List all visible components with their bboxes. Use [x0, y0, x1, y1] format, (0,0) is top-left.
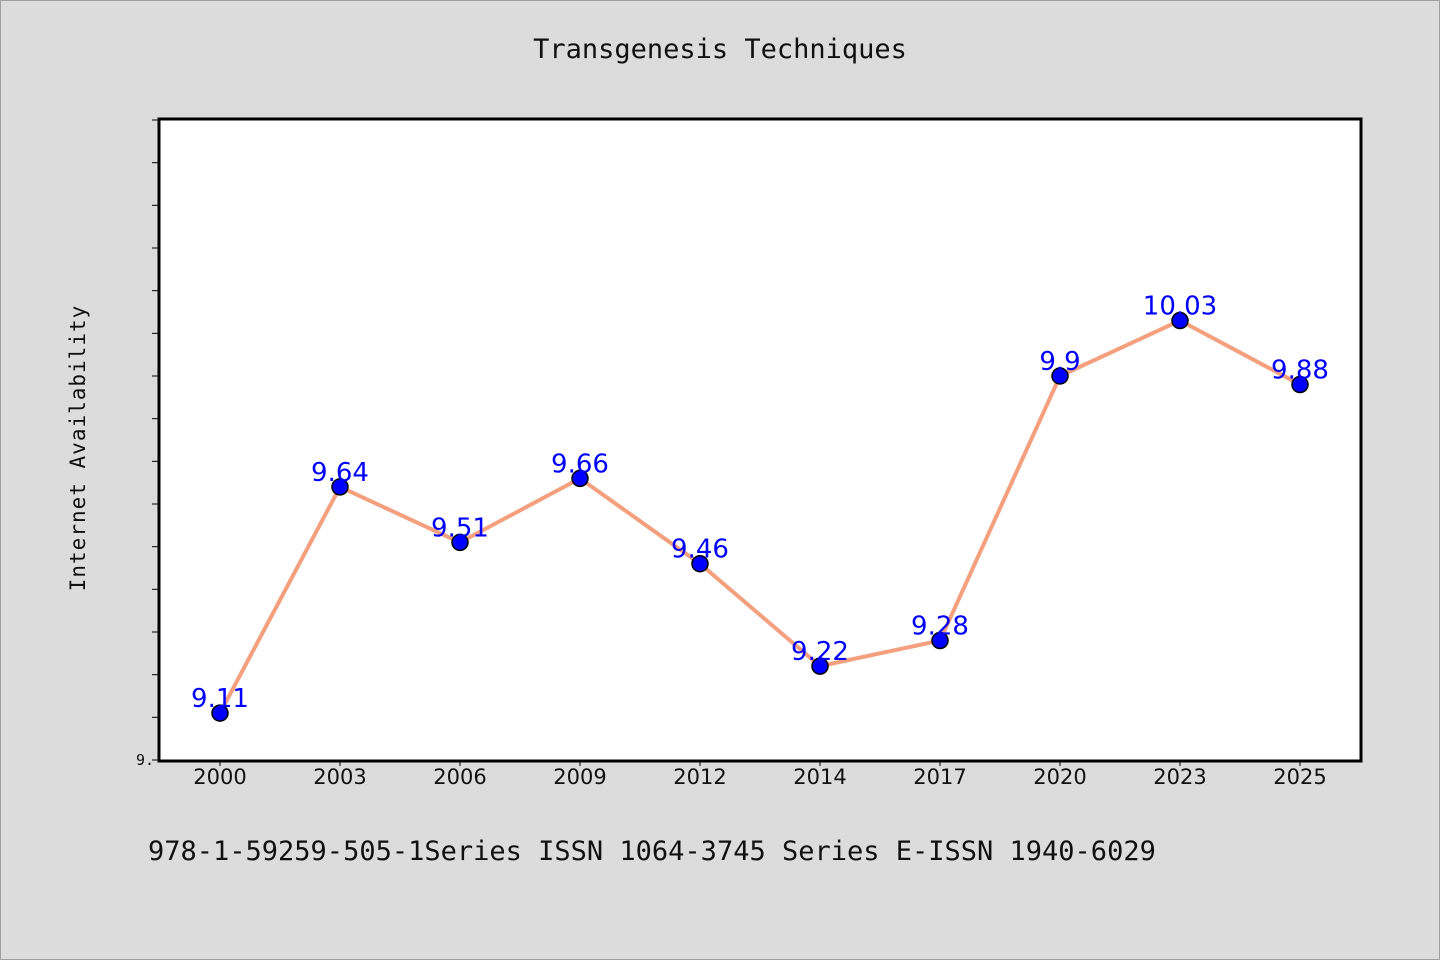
footer-text: 978-1-59259-505-1Series ISSN 1064-3745 S…	[148, 836, 1156, 867]
x-tick-label: 2009	[553, 765, 606, 789]
data-point	[691, 554, 709, 573]
data-label: 9.22	[791, 637, 849, 667]
series-line	[218, 318, 1301, 715]
data-label: 9.9	[1039, 347, 1080, 377]
data-point	[811, 657, 829, 675]
data-label: 9.66	[551, 449, 609, 479]
data-point	[571, 469, 589, 488]
data-point	[1051, 367, 1069, 385]
data-point	[1171, 311, 1189, 330]
x-tick-label: 2006	[433, 765, 486, 789]
x-axis-ticks: 2000 2003 2006 2009 2012 2014 2017 2020 2023 2025	[193, 760, 1327, 789]
data-label: 9.11	[191, 684, 249, 714]
x-tick-label: 2003	[313, 765, 366, 789]
x-tick-label: 2012	[673, 765, 726, 789]
series-group: 9.11 9.64 9.51 9.66 9.46 9.22 9.28 9.9 10.03 9.88	[191, 292, 1329, 722]
x-tick-label: 2023	[1153, 765, 1206, 789]
x-tick-label: 2020	[1033, 765, 1086, 789]
x-tick-label: 2017	[913, 765, 966, 789]
data-label: 9.64	[311, 458, 369, 488]
data-point	[451, 533, 469, 552]
data-point	[1291, 375, 1309, 394]
data-label: 9.28	[911, 612, 969, 642]
y-axis-ticks: 9.	[136, 119, 160, 769]
plot-area	[157, 117, 1363, 763]
data-label: 9.51	[431, 513, 489, 543]
data-point	[211, 704, 229, 722]
data-label: 9.88	[1271, 356, 1329, 386]
data-point	[331, 478, 349, 496]
data-label: 9.46	[671, 535, 729, 565]
x-tick-label: 2014	[793, 765, 846, 789]
y-tick-label: 9.	[136, 751, 154, 769]
x-tick-label: 2000	[193, 765, 246, 789]
data-point	[931, 631, 949, 650]
data-label: 10.03	[1143, 292, 1217, 322]
chart-title: Transgenesis Techniques	[533, 34, 907, 65]
x-tick-label: 2025	[1273, 765, 1326, 789]
